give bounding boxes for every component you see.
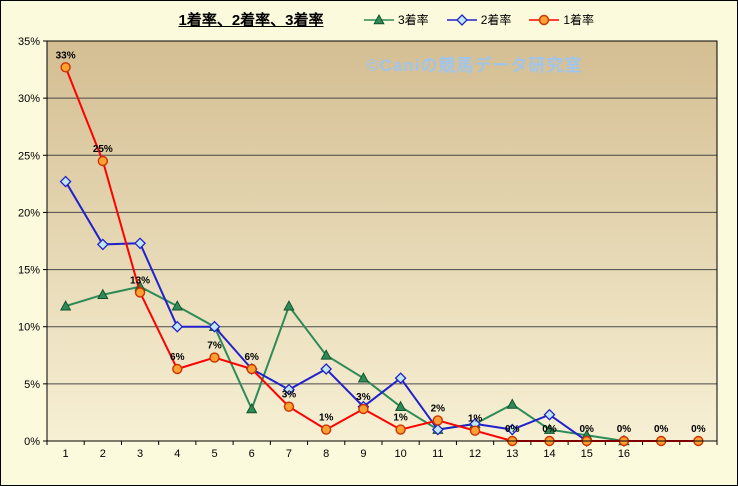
data-label: 3% xyxy=(356,392,371,403)
triangle-marker-icon xyxy=(394,400,407,412)
data-label: 0% xyxy=(579,424,594,435)
triangle-marker-icon xyxy=(357,372,370,383)
x-axis-label: 4 xyxy=(174,448,180,460)
circle-marker-icon xyxy=(469,425,481,436)
data-label: 0% xyxy=(617,424,632,435)
diamond-marker-icon xyxy=(431,423,444,436)
x-axis-label: 8 xyxy=(323,448,329,460)
circle-marker-icon xyxy=(539,14,550,25)
diamond-marker-icon xyxy=(394,372,407,385)
circle-marker-icon xyxy=(320,424,332,435)
data-label: 0% xyxy=(691,424,706,435)
series-line-rate3 xyxy=(65,285,625,442)
x-axis-label: 12 xyxy=(469,448,481,460)
legend: 3着率 2着率 1着率 xyxy=(364,11,594,28)
diamond-marker-icon xyxy=(96,238,109,251)
triangle-legend-icon xyxy=(364,13,394,24)
data-label: 13% xyxy=(130,275,150,286)
circle-marker-icon xyxy=(60,62,71,73)
data-label: 6% xyxy=(170,352,185,363)
chart-title: 1着率、2着率、3着率 xyxy=(178,12,324,29)
data-label: 33% xyxy=(56,50,76,61)
data-label: 25% xyxy=(93,144,113,155)
x-axis-label: 5 xyxy=(211,448,217,460)
circle-marker-icon xyxy=(283,401,295,412)
legend-label-rate2: 2着率 xyxy=(480,13,512,27)
x-axis-label: 16 xyxy=(618,448,630,460)
plot-background xyxy=(47,41,717,441)
triangle-marker-icon xyxy=(246,402,258,414)
diamond-legend-icon xyxy=(446,13,477,26)
diamond-marker-icon xyxy=(455,13,468,26)
x-axis-label: 9 xyxy=(360,448,366,460)
y-axis-label: 25% xyxy=(18,150,40,162)
series-line-rate2 xyxy=(64,181,624,442)
diamond-marker-icon xyxy=(543,408,556,421)
x-axis-label: 1 xyxy=(63,448,69,460)
diamond-marker-icon xyxy=(506,423,519,436)
legend-label-rate3: 3着率 xyxy=(398,13,429,27)
x-axis-label: 10 xyxy=(394,448,406,460)
triangle-marker-icon xyxy=(373,13,385,24)
data-label: 0% xyxy=(542,424,557,435)
circle-marker-icon xyxy=(97,155,109,167)
circle-marker-icon xyxy=(395,424,406,435)
circle-legend-icon xyxy=(529,14,560,25)
triangle-marker-icon xyxy=(171,300,183,311)
x-axis-label: 14 xyxy=(543,448,555,460)
diamond-marker-icon xyxy=(134,237,146,250)
plot-border xyxy=(46,40,718,442)
legend-item-rate3: 3着率 xyxy=(364,11,429,28)
x-axis-label: 11 xyxy=(432,448,443,460)
circle-marker-icon xyxy=(172,363,183,375)
y-axis-label: 20% xyxy=(18,207,40,219)
y-axis-label: 35% xyxy=(18,36,40,48)
diamond-marker-icon xyxy=(59,175,72,188)
y-axis-label: 0% xyxy=(24,436,40,448)
diamond-marker-icon xyxy=(208,320,221,333)
diamond-marker-icon xyxy=(320,363,333,375)
diamond-marker-icon xyxy=(171,320,184,333)
data-label: 7% xyxy=(207,341,222,352)
legend-item-rate2: 2着率 xyxy=(446,11,512,28)
x-axis-label: 3 xyxy=(137,448,143,460)
legend-item-rate1: 1着率 xyxy=(529,11,594,28)
x-axis-label: 13 xyxy=(506,448,518,460)
circle-marker-icon xyxy=(358,403,369,415)
x-axis-label: 6 xyxy=(249,448,255,460)
y-axis-label: 15% xyxy=(18,265,40,277)
circle-marker-icon xyxy=(432,415,444,426)
watermark: ©Caniの競馬データ研究室 xyxy=(366,56,583,75)
data-label: 1% xyxy=(468,414,483,425)
data-label: 2% xyxy=(431,403,446,414)
data-label: 1% xyxy=(319,413,334,424)
x-axis-label: 2 xyxy=(100,448,106,460)
triangle-marker-icon xyxy=(506,398,518,409)
circle-marker-icon xyxy=(209,352,220,363)
triangle-marker-icon xyxy=(59,300,72,311)
data-label: 3% xyxy=(282,390,297,401)
y-axis-label: 30% xyxy=(18,93,40,105)
triangle-marker-icon xyxy=(97,288,109,300)
data-label: 6% xyxy=(244,352,259,363)
data-label: 0% xyxy=(654,424,669,435)
triangle-marker-icon xyxy=(320,349,332,360)
x-axis-label: 7 xyxy=(286,448,292,460)
circle-marker-icon xyxy=(134,287,146,298)
data-label: 1% xyxy=(393,413,408,424)
diamond-marker-icon xyxy=(283,383,295,396)
circle-marker-icon xyxy=(246,363,257,375)
x-axis-label: 15 xyxy=(581,448,593,460)
y-axis-label: 10% xyxy=(18,322,40,334)
legend-label-rate1: 1着率 xyxy=(563,13,595,27)
y-axis-label: 5% xyxy=(24,379,40,391)
triangle-marker-icon xyxy=(283,300,295,311)
triangle-marker-icon xyxy=(543,423,556,434)
data-label: 0% xyxy=(505,424,520,435)
